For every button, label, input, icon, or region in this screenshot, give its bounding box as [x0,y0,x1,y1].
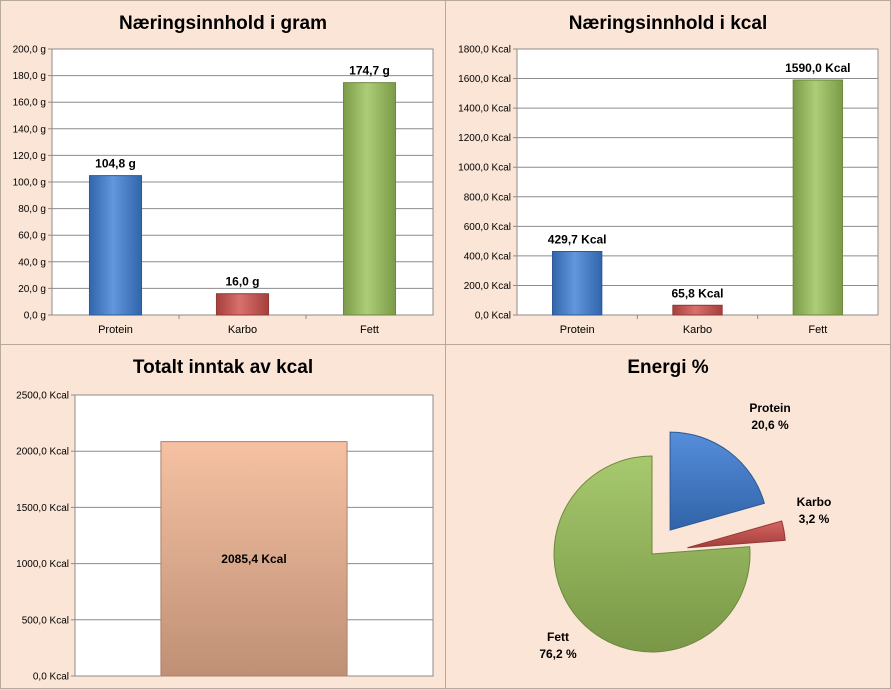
bar-karbo [672,304,723,316]
x-category-label: Protein [98,324,133,336]
y-tick-label: 2500,0 Kcal [16,391,69,402]
y-tick-label: 200,0 Kcal [464,281,511,292]
chart-title: Energi % [627,357,709,378]
y-tick-label: 1000,0 Kcal [16,559,69,570]
data-label: 16,0 g [225,275,259,289]
slice-value-label: 20,6 % [751,418,789,432]
x-category-label: Karbo [683,324,712,336]
y-tick-label: 1400,0 Kcal [458,104,511,115]
bar-karbo [215,293,270,316]
y-tick-label: 0,0 g [24,311,46,322]
chart-panel-gram: Næringsinnhold i gram 0,0 g 20,0 g 40,0 g 6… [0,0,446,345]
bar-protein [551,250,603,316]
data-label: 429,7 Kcal [548,232,607,246]
bar-protein [88,175,143,316]
chart-title: Næringsinnhold i gram [119,13,327,34]
y-tick-label: 80,0 g [18,204,46,215]
x-category-label: Karbo [228,324,257,336]
slice-value-label: 76,2 % [539,647,577,661]
bar-fett [342,82,397,316]
pie-chart-energy: Protein 20,6 % Karbo 3,2 % Fett 76,2 % [539,401,832,661]
data-label: 104,8 g [95,157,136,171]
y-tick-label: 140,0 g [13,124,46,135]
y-tick-label: 20,0 g [18,284,46,295]
data-label: 65,8 Kcal [671,286,723,300]
y-tick-label: 0,0 Kcal [33,672,69,683]
bar-chart-total: 0,0 Kcal 500,0 Kcal 1000,0 Kcal 1500,0 Kcal… [16,391,434,683]
bar-chart-gram: 0,0 g 20,0 g 40,0 g 60,0 g 80,0 g 100,0 g 120,… [13,45,434,336]
x-category-label: Fett [360,324,379,336]
bar-total [160,441,348,677]
y-tick-label: 60,0 g [18,231,46,242]
pie-slice-karbo [687,520,786,549]
data-label: 174,7 g [349,64,390,78]
y-tick-label: 600,0 Kcal [464,222,511,233]
y-tick-label: 160,0 g [13,98,46,109]
slice-label: Fett [547,630,569,644]
pie-slice-protein [669,431,765,531]
y-tick-label: 500,0 Kcal [22,615,69,626]
data-label: 2085,4 Kcal [221,552,286,566]
chart-panel-kcal: Næringsinnhold i kcal 0,0 Kcal 200,0 Kcal… [445,0,891,345]
pie-slice-fett [553,455,751,653]
bar-chart-kcal: 0,0 Kcal 200,0 Kcal 400,0 Kcal 600,0 Kcal 80… [458,45,879,336]
y-tick-label: 400,0 Kcal [464,251,511,262]
y-tick-label: 200,0 g [13,45,46,56]
bar-fett [792,79,844,316]
chart-title: Totalt inntak av kcal [132,357,314,378]
slice-label: Protein [749,401,790,415]
slice-value-label: 3,2 % [799,512,830,526]
x-category-label: Protein [560,324,595,336]
chart-panel-energy: Energi % Protein 20,6 % Karbo 3,2 % Fett 76,2… [445,344,891,689]
chart-panel-total: Totalt inntak av kcal 0,0 Kcal 500,0 Kcal… [0,344,446,689]
y-tick-label: 100,0 g [13,178,46,189]
y-tick-label: 1600,0 Kcal [458,74,511,85]
y-tick-label: 120,0 g [13,151,46,162]
chart-title: Næringsinnhold i kcal [568,13,768,34]
y-tick-label: 1800,0 Kcal [458,45,511,56]
y-tick-label: 40,0 g [18,257,46,268]
y-tick-label: 0,0 Kcal [475,311,511,322]
y-tick-label: 1500,0 Kcal [16,503,69,514]
y-tick-label: 2000,0 Kcal [16,447,69,458]
y-tick-label: 1000,0 Kcal [458,163,511,174]
y-tick-label: 1200,0 Kcal [458,133,511,144]
data-label: 1590,0 Kcal [785,61,850,75]
slice-label: Karbo [797,495,832,509]
x-category-label: Fett [808,324,827,336]
y-tick-label: 800,0 Kcal [464,192,511,203]
y-tick-label: 180,0 g [13,71,46,82]
